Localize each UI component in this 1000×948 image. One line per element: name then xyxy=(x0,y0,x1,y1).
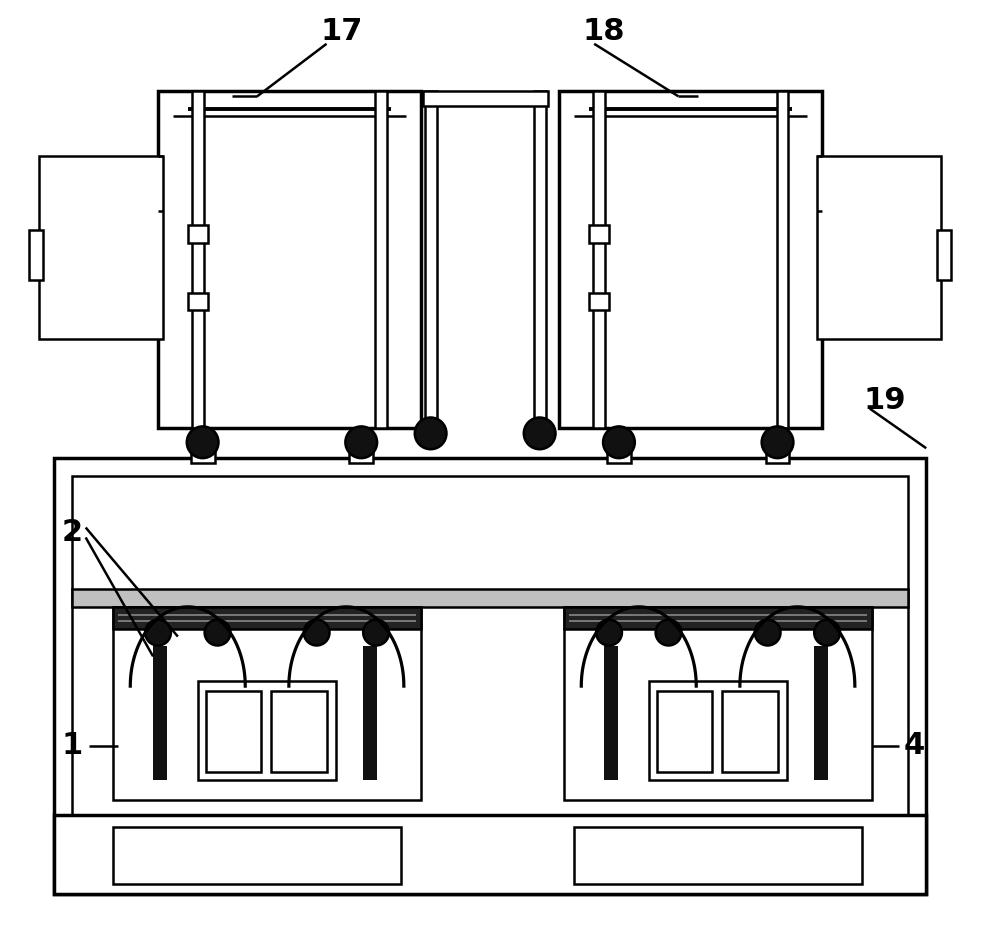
Bar xyxy=(423,91,548,106)
Bar xyxy=(54,815,926,894)
Bar xyxy=(722,691,778,773)
Text: 17: 17 xyxy=(320,17,363,46)
Bar xyxy=(72,476,908,877)
Bar xyxy=(817,155,941,339)
Bar xyxy=(192,91,204,428)
Bar xyxy=(375,91,387,428)
Bar xyxy=(158,91,421,428)
Bar xyxy=(72,589,908,607)
Circle shape xyxy=(415,417,446,449)
Bar xyxy=(198,682,336,780)
Bar xyxy=(188,226,208,243)
Bar xyxy=(814,647,828,780)
Bar xyxy=(657,691,712,773)
Text: 19: 19 xyxy=(863,386,906,415)
Circle shape xyxy=(524,417,556,449)
Bar xyxy=(607,444,631,463)
Circle shape xyxy=(363,620,389,646)
Bar xyxy=(937,230,951,280)
Text: 4: 4 xyxy=(904,731,925,760)
Bar xyxy=(188,293,208,310)
Bar xyxy=(113,607,421,800)
Bar xyxy=(29,230,43,280)
Text: 2: 2 xyxy=(61,518,82,547)
Bar xyxy=(191,444,215,463)
Circle shape xyxy=(603,427,635,458)
Bar xyxy=(777,91,788,428)
Bar xyxy=(271,691,327,773)
Circle shape xyxy=(596,620,622,646)
Bar xyxy=(206,691,261,773)
Bar xyxy=(559,91,822,428)
Bar xyxy=(113,827,401,884)
Bar xyxy=(39,155,163,339)
Circle shape xyxy=(755,620,781,646)
Bar xyxy=(363,647,377,780)
Circle shape xyxy=(656,620,681,646)
Bar xyxy=(766,444,789,463)
Text: 18: 18 xyxy=(583,17,625,46)
Circle shape xyxy=(145,620,171,646)
Bar xyxy=(564,607,872,629)
Bar xyxy=(649,682,787,780)
Bar xyxy=(153,647,167,780)
Circle shape xyxy=(814,620,840,646)
Bar xyxy=(604,647,618,780)
Bar xyxy=(349,444,373,463)
Bar xyxy=(534,91,546,433)
Bar xyxy=(589,226,609,243)
Bar xyxy=(113,607,421,629)
Bar xyxy=(425,91,437,433)
Circle shape xyxy=(345,427,377,458)
Bar xyxy=(54,458,926,894)
Bar xyxy=(593,91,605,428)
Bar xyxy=(564,607,872,800)
Circle shape xyxy=(762,427,793,458)
Bar xyxy=(589,293,609,310)
Circle shape xyxy=(205,620,230,646)
Circle shape xyxy=(187,427,218,458)
Bar xyxy=(574,827,862,884)
Text: 1: 1 xyxy=(61,731,82,760)
Circle shape xyxy=(304,620,330,646)
